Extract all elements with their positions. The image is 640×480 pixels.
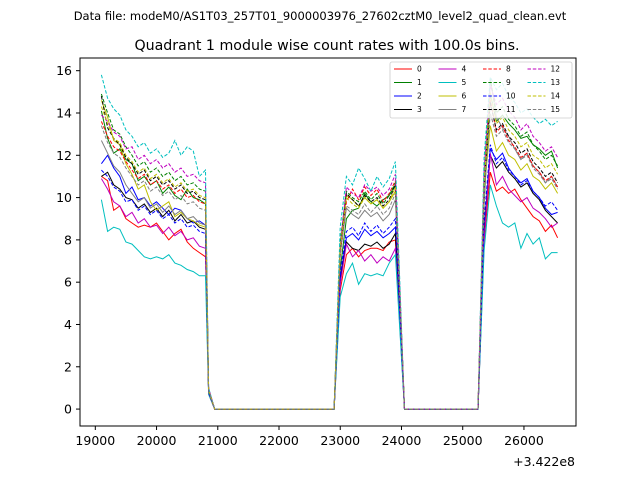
y-tick-label: 14: [56, 105, 72, 120]
legend-label-5: 5: [462, 78, 467, 87]
series-line-5: [100, 184, 558, 410]
series-line-7: [100, 79, 559, 410]
series-line-0: [101, 172, 559, 410]
legend-label-8: 8: [506, 65, 511, 74]
legend-label-10: 10: [506, 92, 516, 101]
y-tick-label: 2: [64, 359, 72, 374]
x-tick-label: 26000: [504, 433, 544, 448]
x-tick-label: 22000: [259, 433, 299, 448]
series-line-11: [100, 96, 559, 410]
plot-lines: [100, 74, 559, 410]
y-tick-label: 12: [56, 148, 72, 163]
legend-label-2: 2: [417, 92, 422, 101]
x-tick-label: 25000: [443, 433, 483, 448]
legend-label-1: 1: [417, 78, 422, 87]
legend-label-7: 7: [462, 105, 467, 114]
legend-box: [389, 61, 573, 119]
legend-label-11: 11: [506, 105, 516, 114]
chart-title: Quadrant 1 module wise count rates with …: [134, 38, 519, 54]
y-tick-label: 8: [64, 232, 72, 247]
x-offset-label: +3.422e8: [513, 454, 575, 469]
y-tick-label: 4: [64, 317, 72, 332]
series-line-9: [100, 79, 559, 410]
series-line-2: [100, 147, 558, 410]
series-line-4: [100, 153, 558, 410]
plot-frame: [79, 57, 577, 427]
series-line-8: [100, 100, 559, 410]
legend-label-0: 0: [417, 65, 422, 74]
y-tick-label: 6: [64, 275, 72, 290]
y-tick-label: 16: [56, 63, 72, 78]
series-line-15: [100, 112, 559, 410]
legend-label-14: 14: [551, 92, 561, 101]
legend-label-6: 6: [462, 92, 467, 101]
y-tick-label: 10: [56, 190, 72, 205]
legend-label-3: 3: [417, 105, 422, 114]
legend-label-4: 4: [462, 65, 467, 74]
x-tick-label: 24000: [382, 433, 422, 448]
suptitle: Data file: modeM0/AS1T03_257T01_90000039…: [74, 9, 567, 23]
x-tick-label: 23000: [320, 433, 360, 448]
series-line-14: [100, 91, 559, 410]
legend-label-15: 15: [551, 105, 561, 114]
x-tick-label: 21000: [198, 433, 238, 448]
series-line-6: [100, 100, 559, 410]
series-line-3: [101, 153, 558, 410]
x-tick-label: 19000: [75, 433, 115, 448]
legend-label-12: 12: [551, 65, 561, 74]
x-tick-label: 20000: [137, 433, 177, 448]
x-axis: 19000 20000 21000 22000 23000 24000 25000 26000: [75, 426, 544, 448]
legend-label-9: 9: [506, 78, 511, 87]
y-tick-label: 0: [64, 402, 72, 417]
legend-label-13: 13: [551, 78, 561, 87]
series-line-10: [101, 144, 559, 410]
y-axis: 0 2 4 6 8 10 12 14 16: [56, 63, 80, 417]
